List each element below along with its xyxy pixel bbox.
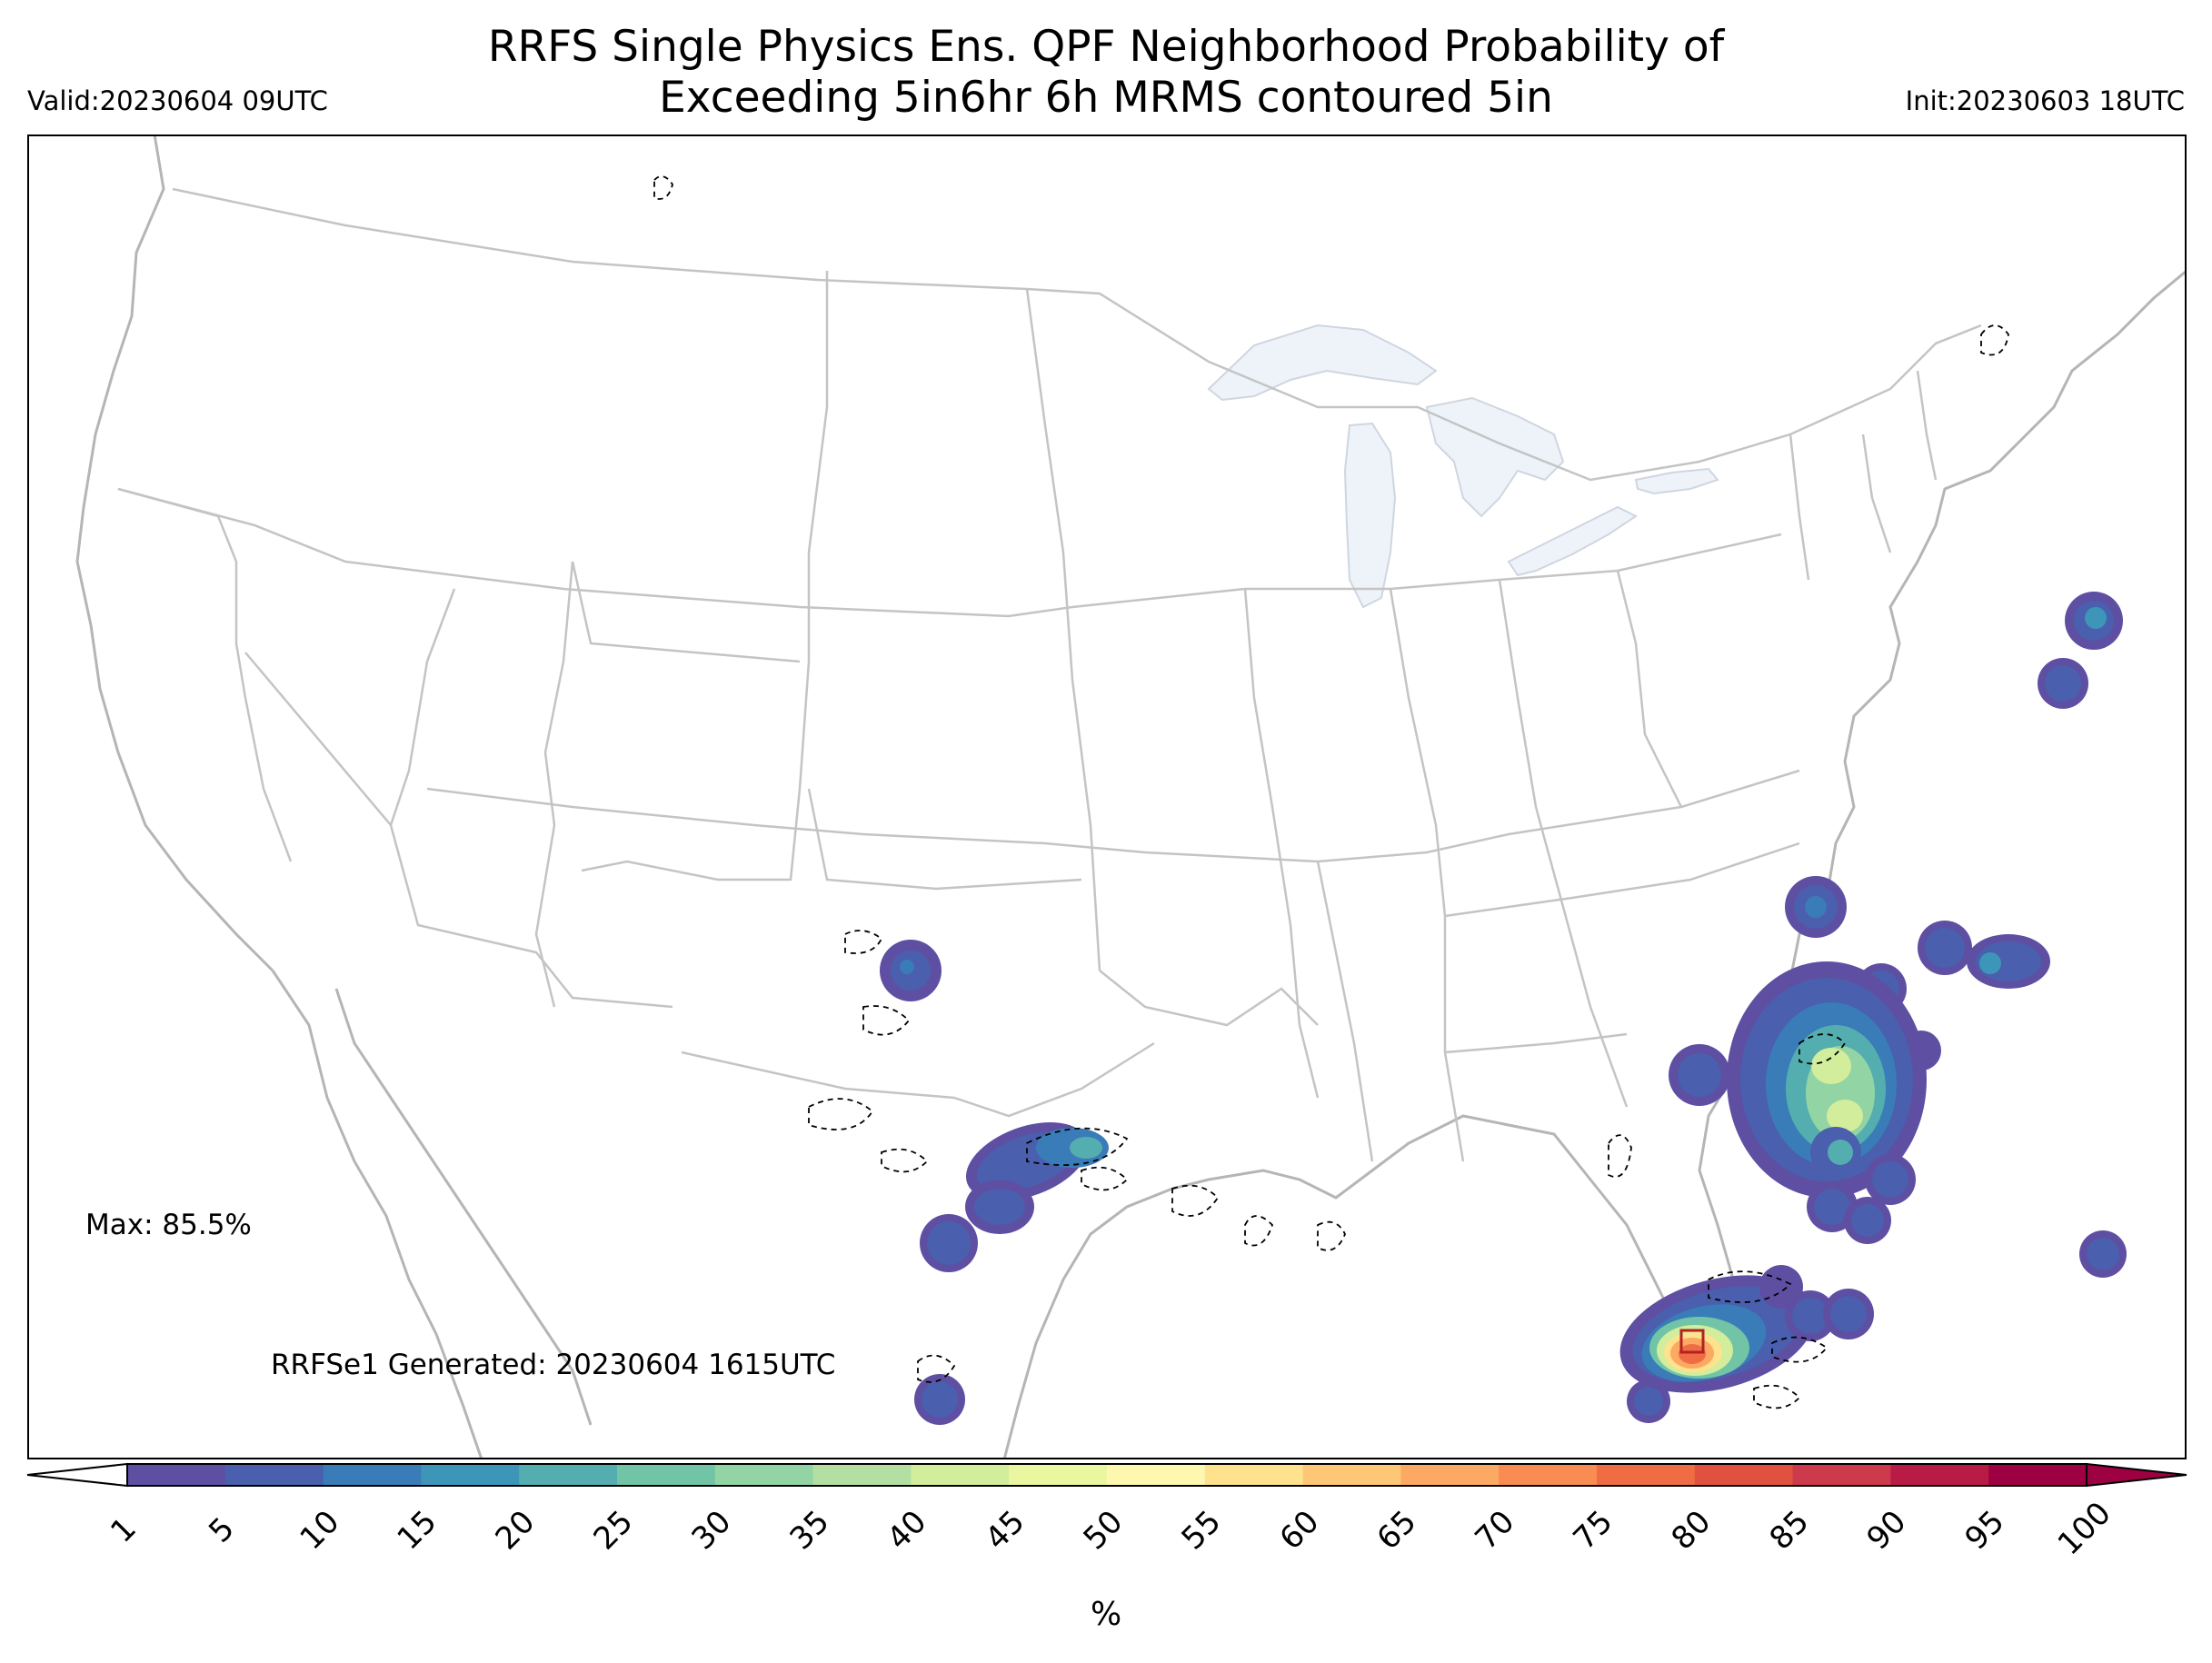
lake-michigan [1343, 422, 1397, 609]
colorbar-bin-70 [1499, 1464, 1598, 1486]
great-lakes [1207, 324, 1719, 609]
colorbar-bin-85 [1792, 1464, 1891, 1486]
colorbar-tick-85: 85 [1762, 1503, 1817, 1558]
map-background [27, 134, 2187, 1459]
colorbar-tick-25: 25 [586, 1503, 641, 1558]
colorbar-tick-70: 70 [1468, 1503, 1522, 1558]
colorbar-bin-60 [1302, 1464, 1401, 1486]
lake-ontario [1634, 467, 1719, 495]
colorbar-tick-10: 10 [293, 1503, 347, 1558]
colorbar-bin-65 [1400, 1464, 1500, 1486]
colorbar-tick-20: 20 [488, 1503, 543, 1558]
generated-label: RRFSe1 Generated: 20230604 1615UTC [271, 1349, 836, 1381]
colorbar [26, 1462, 2187, 1488]
colorbar-tick-45: 45 [978, 1503, 1032, 1558]
colorbar-bin-30 [714, 1464, 814, 1486]
colorbar-bin-80 [1694, 1464, 1794, 1486]
coastline [75, 134, 2187, 1459]
colorbar-tick-60: 60 [1272, 1503, 1327, 1558]
title-line-2: Exceeding 5in6hr 6h MRMS contoured 5in [659, 73, 1553, 123]
colorbar-tick-15: 15 [390, 1503, 444, 1558]
colorbar-bin-75 [1597, 1464, 1696, 1486]
colorbar-tick-35: 35 [782, 1503, 837, 1558]
colorbar-bin-90 [1890, 1464, 1989, 1486]
init-time: Init:20230603 18UTC [1905, 85, 2185, 116]
colorbar-tick-80: 80 [1664, 1503, 1719, 1558]
map-svg [27, 134, 2187, 1459]
colorbar-bin-50 [1107, 1464, 1206, 1486]
colorbar-bin-15 [421, 1464, 520, 1486]
colorbar-tick-55: 55 [1174, 1503, 1229, 1558]
map-panel [27, 134, 2187, 1459]
mrms-contours [653, 175, 2009, 1409]
map-frame [27, 134, 2187, 1459]
colorbar-tick-75: 75 [1566, 1503, 1620, 1558]
colorbar-bin-35 [812, 1464, 912, 1486]
colorbar-bin-20 [519, 1464, 618, 1486]
colorbar-tick-30: 30 [684, 1503, 739, 1558]
colorbar-tick-95: 95 [1958, 1503, 2012, 1558]
colorbar-bin-40 [911, 1464, 1010, 1486]
colorbar-bin-55 [1204, 1464, 1304, 1486]
colorbar-bin-25 [617, 1464, 716, 1486]
colorbar-tick-90: 90 [1859, 1503, 1914, 1558]
colorbar-tick-100: 100 [2050, 1495, 2118, 1563]
lake-erie [1507, 505, 1638, 577]
colorbar-tick-65: 65 [1370, 1503, 1424, 1558]
blob-oklahoma [880, 940, 942, 1001]
blob-south-florida [1619, 1265, 1874, 1423]
probability-fields [880, 592, 2127, 1425]
colorbar-bin-10 [323, 1464, 422, 1486]
colorbar-over-arrow [2086, 1462, 2187, 1488]
lake-superior [1207, 324, 1438, 402]
valid-time: Valid:20230604 09UTC [27, 85, 328, 116]
colorbar-bin-5 [224, 1464, 324, 1486]
title-line-1: RRFS Single Physics Ens. QPF Neighborhoo… [487, 22, 1725, 72]
boundaries [117, 187, 1982, 1162]
lake-huron [1425, 396, 1565, 518]
colorbar-tick-5: 5 [201, 1510, 242, 1550]
colorbar-frame [126, 1463, 2087, 1487]
colorbar-bin-95 [1988, 1464, 2087, 1486]
colorbar-bin-45 [1009, 1464, 1108, 1486]
colorbar-bin-1 [127, 1464, 226, 1486]
colorbar-under-arrow [26, 1462, 128, 1488]
colorbar-unit: % [1091, 1596, 1122, 1633]
colorbar-tick-1: 1 [104, 1510, 144, 1550]
max-location-marker [1679, 1329, 1705, 1354]
blob-atlantic [1669, 592, 2127, 1278]
colorbar-tick-40: 40 [880, 1503, 934, 1558]
colorbar-tick-50: 50 [1076, 1503, 1131, 1558]
max-value-label: Max: 85.5% [85, 1209, 252, 1241]
